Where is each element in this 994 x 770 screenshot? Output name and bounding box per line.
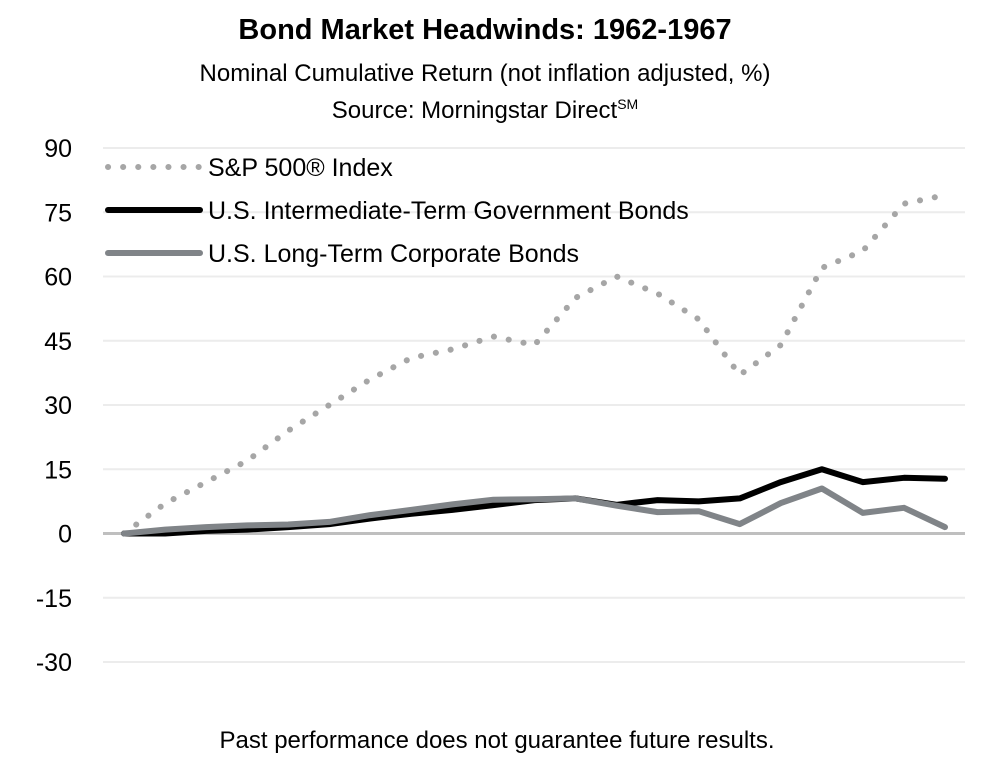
- y-tick-label: 60: [44, 264, 72, 292]
- series-line-2: [121, 485, 948, 537]
- y-tick-label: 75: [44, 199, 72, 227]
- disclaimer-footer: Past performance does not guarantee futu…: [219, 727, 775, 754]
- source-superscript: SM: [617, 96, 639, 112]
- y-tick-label: 90: [44, 135, 72, 163]
- plot-area: 90 75 60 45 30 15 0 -15 -30 S&P 500® Index U.S. In…: [36, 135, 965, 677]
- series-line-0: [121, 192, 948, 537]
- chart-title: Bond Market Headwinds: 1962-1967: [238, 14, 732, 46]
- y-tick-label: 45: [44, 328, 72, 356]
- y-tick-label: 30: [44, 392, 72, 420]
- chart-subtitle: Nominal Cumulative Return (not inflation…: [199, 60, 771, 87]
- legend-label-0: S&P 500® Index: [208, 154, 393, 182]
- chart-source: Source: Morningstar DirectSM: [0, 96, 970, 125]
- y-tick-label: 0: [58, 521, 72, 549]
- y-tick-label: -15: [36, 585, 72, 613]
- legend-label-1: U.S. Intermediate-Term Government Bonds: [208, 197, 689, 225]
- y-tick-label: 15: [44, 456, 72, 484]
- y-tick-label: -30: [36, 649, 72, 677]
- source-text: Source: Morningstar Direct: [331, 97, 618, 124]
- legend-label-2: U.S. Long-Term Corporate Bonds: [208, 240, 579, 268]
